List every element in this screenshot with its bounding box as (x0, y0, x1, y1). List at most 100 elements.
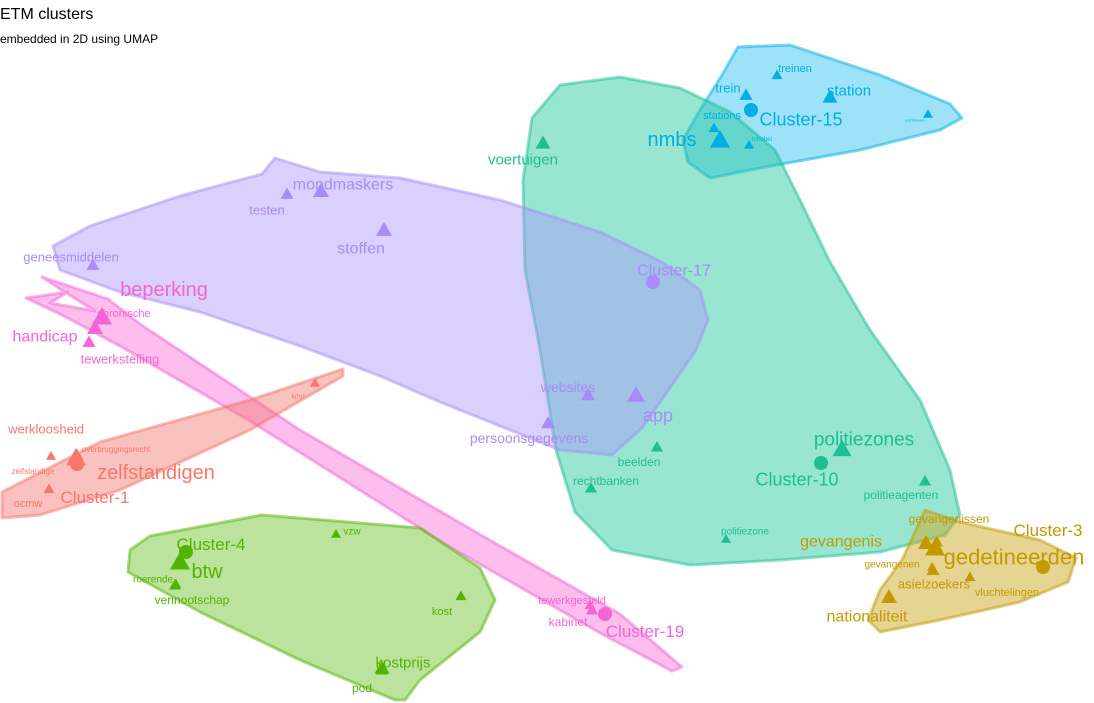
cluster-17-label: Cluster-17 (637, 263, 711, 280)
term-point-gevangenissen (931, 536, 943, 547)
term-point-politiezones (832, 439, 852, 457)
cluster-19-label: Cluster-19 (606, 622, 684, 641)
term-point-pod (376, 664, 388, 675)
term-point-vzw (331, 529, 341, 538)
term-label-vluchtelingen: vluchtelingen (975, 587, 1039, 599)
cluster-17-centroid (646, 275, 660, 289)
term-point-beelden (651, 441, 663, 452)
term-label-kostprijs: kostprijs (375, 654, 430, 671)
cluster-4-hull (126, 513, 497, 702)
term-point-stations (708, 122, 720, 133)
cluster-15-label: Cluster-15 (759, 109, 842, 129)
term-point-nmbs (710, 130, 730, 148)
term-label-gedetineerden: gedetineerden (944, 545, 1085, 570)
term-label-rechtbanken: rechtbanken (573, 474, 639, 488)
cluster-4-centroid (179, 545, 193, 559)
term-label-tewerkstelling: tewerkstelling (81, 352, 160, 367)
term-point-politiezone (721, 534, 731, 543)
term-label-trein: trein (715, 81, 740, 96)
term-label-nationaliteit: nationaliteit (827, 609, 909, 626)
term-label-testen: testen (249, 203, 284, 218)
term-point-app (627, 386, 645, 402)
term-label-infrabel: infrabel (752, 137, 772, 143)
term-point-station (822, 89, 838, 103)
term-label-handicap: handicap (13, 329, 78, 346)
term-label-asielzoekers: asielzoekers (898, 577, 971, 592)
term-label-vennootschap: vennootschap (155, 593, 230, 607)
term-label-kabinet: kabinet (549, 615, 588, 629)
term-label-ocmw: ocmw (14, 498, 43, 510)
term-label-beelden: beelden (618, 455, 661, 469)
term-label-zelfstandige: zelfstandige (12, 467, 55, 476)
term-label-geneesmiddelen: geneesmiddelen (23, 250, 118, 265)
term-point-rechtbanken (585, 482, 597, 493)
term-point-stoffen (376, 222, 392, 236)
chart-title: ETM clusters (0, 6, 94, 23)
term-label-pod: pod (352, 681, 372, 695)
term-point-vluchtelingen (964, 571, 976, 582)
cluster-1-hull (0, 367, 345, 520)
term-label-nmbs: nmbs (648, 129, 697, 151)
term-point-tewerkstelling (82, 335, 96, 347)
term-label-chronische: chronische (97, 308, 150, 320)
term-label-politieagenten: politieagenten (864, 488, 939, 502)
term-label-politiezone: politiezone (721, 527, 769, 538)
cluster-15-centroid (744, 103, 758, 117)
cluster-1-centroid (70, 457, 84, 471)
term-label-persoonsgegevens: persoonsgegevens (470, 430, 588, 446)
term-label-politiezones: politiezones (814, 430, 914, 451)
term-label-werkloosheid: werkloosheid (7, 422, 84, 437)
term-point-infrabel (744, 140, 754, 149)
term-label-stoffen: stoffen (337, 241, 385, 258)
term-label-roerende: roerende (133, 575, 173, 586)
term-label-beperking: beperking (120, 279, 208, 301)
term-label-gevangenis: gevangenis (800, 534, 882, 551)
term-point-websites (581, 388, 595, 401)
term-point-persoonsgegevens (541, 416, 555, 429)
term-label-zelfstandigen: zelfstandigen (97, 462, 215, 484)
cluster-3-centroid (1036, 560, 1050, 574)
cluster-3-hull (866, 508, 1078, 634)
term-point-chronische (94, 314, 106, 325)
cluster-15-hull (681, 43, 964, 180)
term-label-vzw: vzw (343, 527, 361, 538)
term-point-handicap (87, 320, 103, 334)
term-point-gedetineerden (925, 538, 945, 556)
term-label-app: app (643, 405, 673, 425)
cluster-1-label: Cluster-1 (61, 488, 130, 507)
mark-layer (43, 69, 1050, 675)
term-point-asielzoekers (926, 563, 940, 575)
term-point-zelfstandige (46, 451, 56, 460)
hull-layer (0, 43, 1078, 702)
term-label-btw: btw (191, 561, 223, 583)
term-label-treinen: treinen (778, 63, 812, 75)
term-label-overbruggingsrecht: overbruggingsrecht (82, 445, 151, 454)
cluster-4-label: Cluster-4 (177, 535, 246, 554)
term-label-luchthaven: luchthaven (905, 117, 924, 122)
term-point-voertuigen (535, 135, 551, 149)
term-point-kost (455, 590, 467, 601)
term-point-trein (739, 88, 753, 100)
term-point-treinen (771, 69, 783, 80)
term-label-tewerkgesteld: tewerkgesteld (538, 595, 606, 607)
term-point-politieagenten (919, 475, 931, 486)
term-label-voertuigen: voertuigen (488, 151, 558, 168)
term-point-mondmaskers (313, 183, 329, 197)
term-label-station: station (827, 82, 871, 99)
term-label-websites: websites (540, 379, 595, 395)
term-label-mondmaskers: mondmaskers (293, 177, 393, 194)
cluster-10-label: Cluster-10 (755, 469, 838, 489)
cluster-17-hull (51, 156, 710, 457)
term-label-kost: kost (432, 606, 452, 618)
cluster-3-label: Cluster-3 (1014, 521, 1083, 540)
term-point-kmo (310, 378, 320, 387)
chart-subtitle: embedded in 2D using UMAP (0, 32, 159, 46)
term-label-gevangenissen: gevangenissen (909, 512, 990, 526)
term-point-gevangenis (918, 535, 934, 549)
term-label-gevangenen: gevangenen (864, 560, 919, 571)
term-point-geneesmiddelen (86, 258, 100, 270)
term-point-kabinet (586, 604, 598, 615)
cluster-10-centroid (814, 456, 828, 470)
term-point-testen (280, 187, 294, 199)
